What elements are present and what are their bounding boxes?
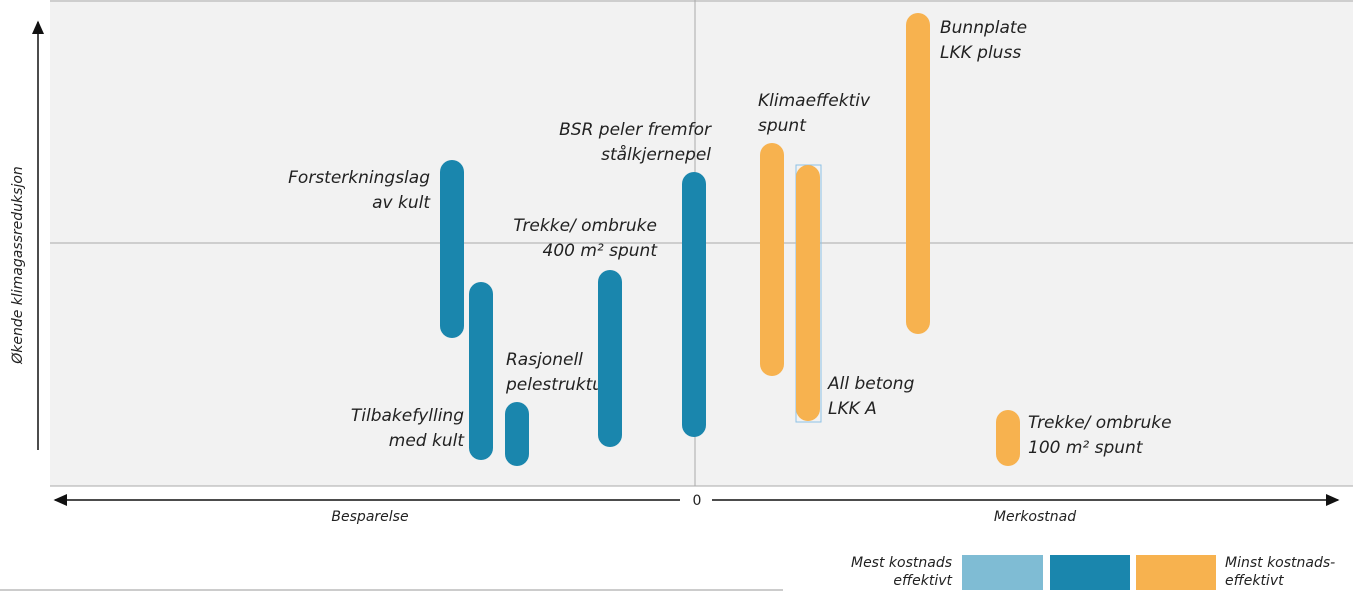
- x-left-label: Besparelse: [331, 509, 408, 525]
- item-label: Trekke/ ombruke: [513, 216, 657, 236]
- item-label: Bunnplate: [940, 18, 1027, 38]
- item-label: av kult: [372, 193, 431, 213]
- item-label: Tilbakefylling: [351, 406, 464, 426]
- origin-label: 0: [693, 493, 702, 509]
- item-label: 400 m² spunt: [543, 241, 659, 261]
- bar: [598, 270, 622, 447]
- legend-swatch: [1050, 555, 1130, 590]
- legend-label: Minst kostnads-: [1225, 555, 1335, 571]
- bar: [682, 172, 706, 437]
- bar: [796, 165, 820, 421]
- legend-swatch: [1136, 555, 1216, 590]
- item-label: med kult: [389, 431, 466, 451]
- legend-swatch: [962, 555, 1043, 590]
- item-label: stålkjernepel: [601, 144, 711, 165]
- item-label: spunt: [758, 116, 807, 136]
- bar: [906, 13, 930, 334]
- item-label: Trekke/ ombruke: [1028, 413, 1172, 433]
- bar: [505, 402, 529, 466]
- item-label: Rasjonell: [506, 350, 583, 370]
- y-label: Økende klimagassreduksjon: [10, 166, 26, 365]
- x-right-label: Merkostnad: [994, 509, 1076, 525]
- bar: [996, 410, 1020, 466]
- bar: [440, 160, 464, 338]
- item-label: LKK pluss: [940, 43, 1021, 63]
- item-label: pelestruktur: [505, 375, 611, 395]
- item-label: LKK A: [828, 399, 877, 419]
- item-label: Forsterkningslag: [288, 168, 430, 188]
- item-label: Klimaeffektiv: [758, 91, 871, 111]
- item-label: 100 m² spunt: [1028, 438, 1144, 458]
- legend-label: effektivt: [1225, 573, 1284, 589]
- item-label: BSR peler fremfor: [559, 120, 712, 140]
- bar: [760, 143, 784, 376]
- legend-label: Mest kostnads: [851, 555, 952, 571]
- legend-label: effektivt: [893, 573, 952, 589]
- item-label: All betong: [827, 374, 915, 394]
- bar: [469, 282, 493, 460]
